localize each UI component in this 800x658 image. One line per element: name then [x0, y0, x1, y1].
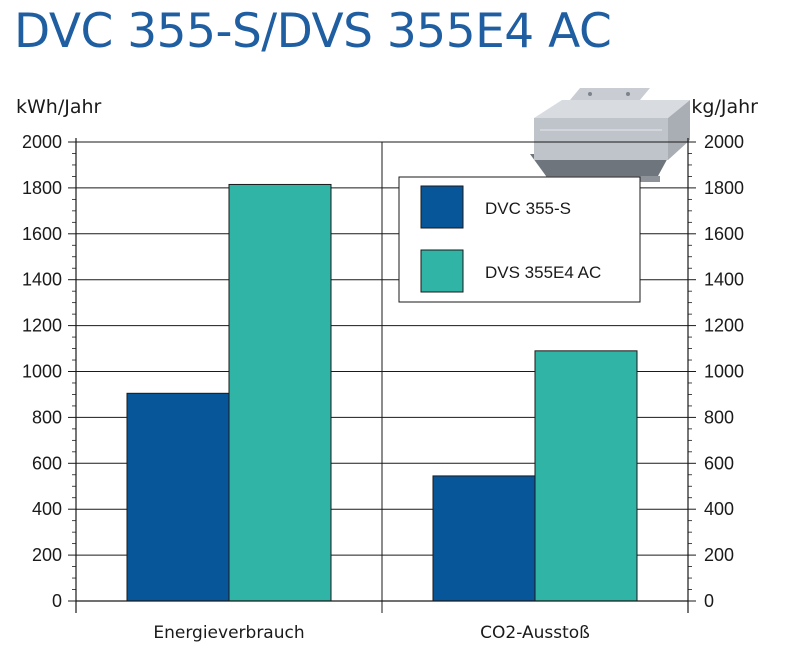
legend-swatch [420, 249, 464, 293]
bar-dvc-355-s-co2-ausstoss [432, 475, 536, 602]
y-tick-label-left: 200 [32, 545, 62, 565]
y-tick-label-left: 1200 [22, 316, 62, 336]
y-tick-label-right: 1200 [704, 316, 744, 336]
legend-label: DVS 355E4 AC [485, 263, 601, 282]
y-tick-label-left: 2000 [22, 132, 62, 152]
y-tick-label-left: 1600 [22, 224, 62, 244]
y-tick-label-left: 1000 [22, 362, 62, 382]
y-tick-label-right: 1400 [704, 270, 744, 290]
bar-dvs-355e4-ac-energieverbrauch [228, 183, 332, 602]
y-axis-right-label: kg/Jahr [691, 96, 758, 118]
y-tick-label-left: 400 [32, 499, 62, 519]
bar-dvs-355e4-ac-co2-ausstoss [534, 350, 638, 602]
y-tick-label-left: 1400 [22, 270, 62, 290]
y-tick-label-right: 800 [704, 407, 734, 427]
y-tick-label-left: 1800 [22, 178, 62, 198]
y-tick-label-right: 1600 [704, 224, 744, 244]
y-tick-label-right: 200 [704, 545, 734, 565]
x-category-label: Energieverbrauch [153, 623, 304, 643]
y-tick-label-left: 0 [52, 591, 62, 611]
page-title: DVC 355-S/DVS 355E4 AC [14, 4, 612, 59]
y-tick-label-left: 800 [32, 407, 62, 427]
y-axis-left-label: kWh/Jahr [16, 96, 102, 118]
y-tick-label-right: 1000 [704, 362, 744, 382]
y-tick-label-left: 600 [32, 453, 62, 473]
roof-fan-image [530, 88, 690, 182]
y-tick-label-right: 2000 [704, 132, 744, 152]
bar-dvc-355-s-energieverbrauch [126, 392, 230, 602]
legend-swatch [420, 185, 464, 229]
y-tick-label-right: 400 [704, 499, 734, 519]
legend: DVC 355-S DVS 355E4 AC [398, 176, 641, 303]
y-tick-label-right: 600 [704, 453, 734, 473]
x-category-label: CO2-Ausstoß [480, 623, 590, 643]
y-tick-label-right: 1800 [704, 178, 744, 198]
legend-label: DVC 355-S [485, 199, 571, 218]
y-tick-label-right: 0 [704, 591, 714, 611]
